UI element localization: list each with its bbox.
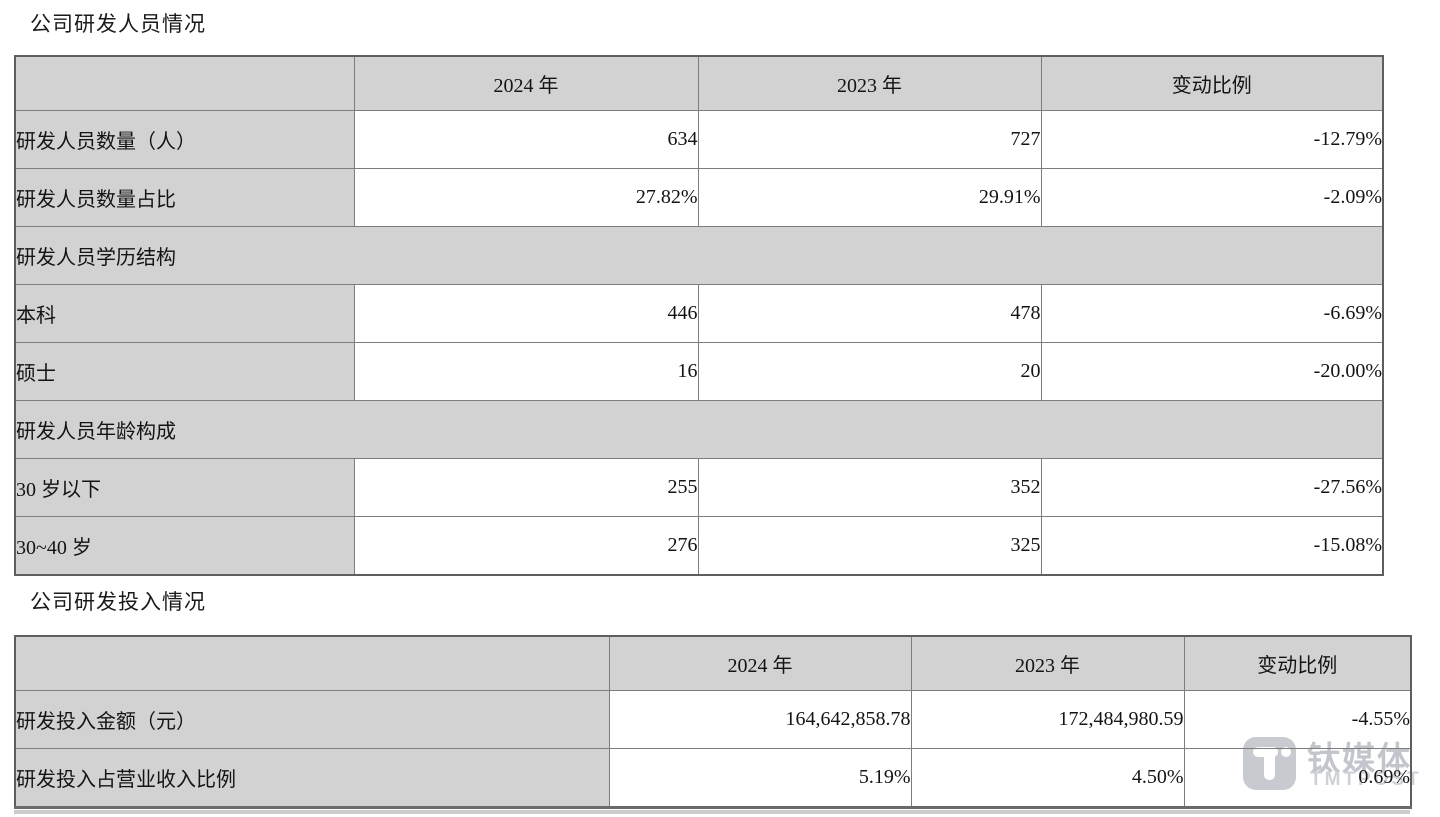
table-header-row: 2024 年 2023 年 变动比例	[14, 55, 1384, 111]
page-bottom-rule	[14, 810, 1410, 814]
table-row: 研发投入金额（元） 164,642,858.78 172,484,980.59 …	[14, 690, 1412, 749]
table-row: 硕士 16 20 -20.00%	[14, 342, 1384, 401]
value-2024: 446	[353, 284, 699, 343]
value-2024: 164,642,858.78	[608, 690, 912, 749]
value-change: 0.69%	[1183, 748, 1412, 808]
personnel-table-title: 公司研发人员情况	[30, 12, 206, 36]
table-row: 研发人员数量占比 27.82% 29.91% -2.09%	[14, 168, 1384, 227]
investment-table-title: 公司研发投入情况	[30, 590, 206, 614]
row-label: 研发人员数量占比	[14, 168, 355, 227]
value-change: -2.09%	[1040, 168, 1384, 227]
value-change: -12.79%	[1040, 110, 1384, 169]
table-row: 30 岁以下 255 352 -27.56%	[14, 458, 1384, 517]
row-label: 研发投入占营业收入比例	[14, 748, 610, 808]
value-2024: 276	[353, 516, 699, 576]
section-label: 研发人员年龄构成	[14, 400, 1384, 459]
header-2024: 2024 年	[608, 635, 912, 691]
investment-table: 2024 年 2023 年 变动比例 研发投入金额（元） 164,642,858…	[14, 635, 1412, 809]
section-label: 研发人员学历结构	[14, 226, 1384, 285]
value-2024: 255	[353, 458, 699, 517]
value-2023: 727	[697, 110, 1042, 169]
personnel-table: 2024 年 2023 年 变动比例 研发人员数量（人） 634 727 -12…	[14, 55, 1384, 576]
table-row: 30~40 岁 276 325 -15.08%	[14, 516, 1384, 576]
header-2024: 2024 年	[353, 55, 699, 111]
row-label: 硕士	[14, 342, 355, 401]
header-empty-cell	[14, 635, 610, 691]
table-row: 研发人员数量（人） 634 727 -12.79%	[14, 110, 1384, 169]
header-change: 变动比例	[1040, 55, 1384, 111]
section-row: 研发人员学历结构	[14, 226, 1384, 285]
row-label: 本科	[14, 284, 355, 343]
value-2023: 352	[697, 458, 1042, 517]
value-2024: 16	[353, 342, 699, 401]
value-change: -6.69%	[1040, 284, 1384, 343]
header-empty-cell	[14, 55, 355, 111]
value-2024: 5.19%	[608, 748, 912, 808]
value-2023: 478	[697, 284, 1042, 343]
row-label: 研发投入金额（元）	[14, 690, 610, 749]
value-2024: 27.82%	[353, 168, 699, 227]
value-change: -4.55%	[1183, 690, 1412, 749]
value-change: -27.56%	[1040, 458, 1384, 517]
table-row: 本科 446 478 -6.69%	[14, 284, 1384, 343]
section-row: 研发人员年龄构成	[14, 400, 1384, 459]
value-2023: 29.91%	[697, 168, 1042, 227]
value-2023: 20	[697, 342, 1042, 401]
row-label: 研发人员数量（人）	[14, 110, 355, 169]
value-2023: 172,484,980.59	[910, 690, 1185, 749]
value-change: -15.08%	[1040, 516, 1384, 576]
header-change: 变动比例	[1183, 635, 1412, 691]
header-2023: 2023 年	[697, 55, 1042, 111]
value-2023: 4.50%	[910, 748, 1185, 808]
value-change: -20.00%	[1040, 342, 1384, 401]
value-2024: 634	[353, 110, 699, 169]
table-header-row: 2024 年 2023 年 变动比例	[14, 635, 1412, 691]
header-2023: 2023 年	[910, 635, 1185, 691]
row-label: 30~40 岁	[14, 516, 355, 576]
value-2023: 325	[697, 516, 1042, 576]
table-row: 研发投入占营业收入比例 5.19% 4.50% 0.69%	[14, 748, 1412, 808]
row-label: 30 岁以下	[14, 458, 355, 517]
